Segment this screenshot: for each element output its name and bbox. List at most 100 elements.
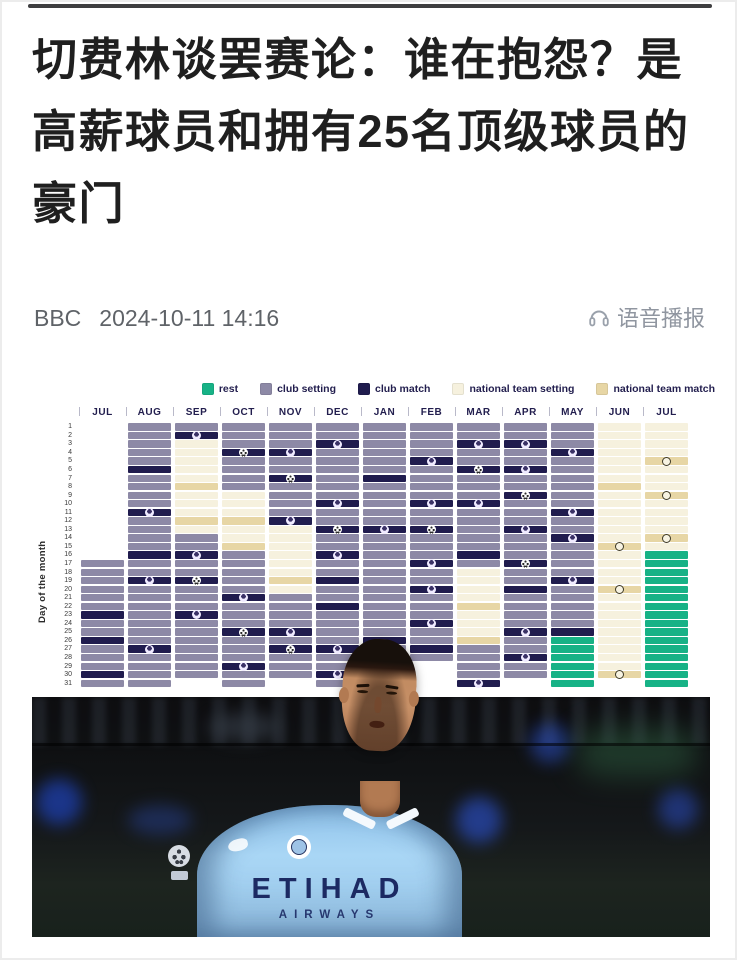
- day-tick-label: 14: [64, 534, 72, 542]
- legend-label: national team setting: [469, 382, 575, 395]
- calendar-cell: [222, 585, 265, 593]
- calendar-cell: [551, 483, 594, 491]
- calendar-cell: [504, 619, 547, 628]
- calendar-cell: [81, 585, 124, 593]
- calendar-cell: [504, 611, 547, 619]
- legend-item: national team match: [596, 382, 715, 395]
- calendar-cell: [316, 517, 359, 525]
- day-tick-label: 16: [64, 551, 72, 559]
- calendar-cell: [269, 568, 312, 576]
- calendar-cell: [363, 457, 406, 465]
- calendar-cell: [363, 440, 406, 448]
- calendar-cell: [316, 577, 359, 585]
- calendar-cell: [316, 679, 359, 687]
- calendar-cell: [410, 559, 453, 569]
- calendar-cell: [410, 636, 453, 645]
- league-ball-icon: [568, 533, 577, 543]
- calendar-cell: [410, 456, 453, 466]
- calendar-cell: [222, 593, 265, 603]
- calendar-cell: [410, 534, 453, 542]
- calendar-cell: [81, 423, 124, 430]
- calendar-cell: [222, 636, 265, 645]
- calendar-cell: [222, 457, 265, 465]
- calendar-cell: [316, 457, 359, 465]
- month-column: APR: [501, 402, 547, 687]
- calendar-cell: [175, 423, 218, 431]
- calendar-cell: [363, 517, 406, 525]
- calendar-cell: [222, 671, 265, 679]
- calendar-cell: [457, 628, 500, 636]
- calendar-cell: [645, 490, 688, 500]
- calendar-cell: [269, 671, 312, 679]
- calendar-cell: [598, 551, 641, 559]
- calendar-cell: [128, 568, 171, 576]
- calendar-cell: [457, 577, 500, 585]
- calendar-cell: [222, 619, 265, 628]
- calendar-cell: [269, 483, 312, 491]
- league-ball-icon: [145, 644, 154, 654]
- calendar-cell: [363, 619, 406, 628]
- calendar-cell: [645, 560, 688, 568]
- league-ball-icon: [333, 670, 342, 680]
- calendar-cell: [551, 662, 594, 670]
- calendar-cell: [457, 542, 500, 551]
- month-label: MAY: [548, 402, 594, 422]
- league-ball-icon: [333, 439, 342, 449]
- calendar-cell: [128, 636, 171, 645]
- month-column: AUG: [125, 402, 171, 687]
- calendar-cell: [504, 602, 547, 611]
- calendar-cell: [269, 644, 312, 654]
- article-photo: ETIHAD AIRWAYS: [32, 637, 710, 937]
- calendar-cell: [128, 491, 171, 499]
- calendar-cell: [363, 577, 406, 585]
- calendar-cell: [175, 550, 218, 560]
- calendar-cell: [316, 636, 359, 645]
- calendar-cell: [645, 474, 688, 482]
- calendar-cell: [316, 654, 359, 662]
- calendar-cell: [316, 644, 359, 654]
- calendar-cell: [363, 508, 406, 517]
- month-label: OCT: [219, 402, 265, 422]
- calendar-cell: [81, 440, 124, 447]
- calendar-cell: [410, 517, 453, 525]
- calendar-cell: [504, 594, 547, 602]
- calendar-cell: [316, 448, 359, 457]
- calendar-cell: [128, 457, 171, 465]
- calendar-cell: [222, 500, 265, 508]
- day-tick-label: 8: [68, 483, 72, 491]
- ucl-ball-icon: [192, 576, 201, 586]
- calendar-cell: [645, 508, 688, 517]
- calendar-cell: [457, 517, 500, 525]
- calendar-cell: [269, 560, 312, 568]
- month-label: SEP: [172, 402, 218, 422]
- calendar-cell: [598, 654, 641, 662]
- calendar-cell: [645, 628, 688, 636]
- calendar-cell: [551, 628, 594, 636]
- voice-broadcast-button[interactable]: 语音播报: [587, 301, 705, 333]
- calendar-cell: [175, 645, 218, 653]
- calendar-cell: [269, 423, 312, 431]
- calendar-cell: [645, 551, 688, 559]
- calendar-cell: [363, 474, 406, 482]
- league-ball-icon: [333, 499, 342, 509]
- calendar-cell: [457, 508, 500, 517]
- calendar-cell: [269, 680, 312, 687]
- calendar-cell: [81, 679, 124, 687]
- calendar-cell: [222, 508, 265, 517]
- month-column: FEB: [407, 402, 453, 687]
- calendar-cell: [363, 568, 406, 576]
- league-ball-icon: [474, 439, 483, 449]
- calendar-cell: [645, 456, 688, 466]
- calendar-cell: [645, 483, 688, 491]
- month-label: APR: [501, 402, 547, 422]
- calendar-cell: [504, 474, 547, 482]
- calendar-cell: [128, 654, 171, 662]
- calendar-cell: [551, 636, 594, 645]
- legend-swatch: [452, 382, 465, 395]
- calendar-cell: [551, 645, 594, 653]
- calendar-cell: [175, 525, 218, 534]
- player-face: [356, 683, 370, 688]
- day-tick-label: 1: [68, 423, 72, 431]
- calendar-cell: [551, 671, 594, 679]
- calendar-cell: [222, 560, 265, 568]
